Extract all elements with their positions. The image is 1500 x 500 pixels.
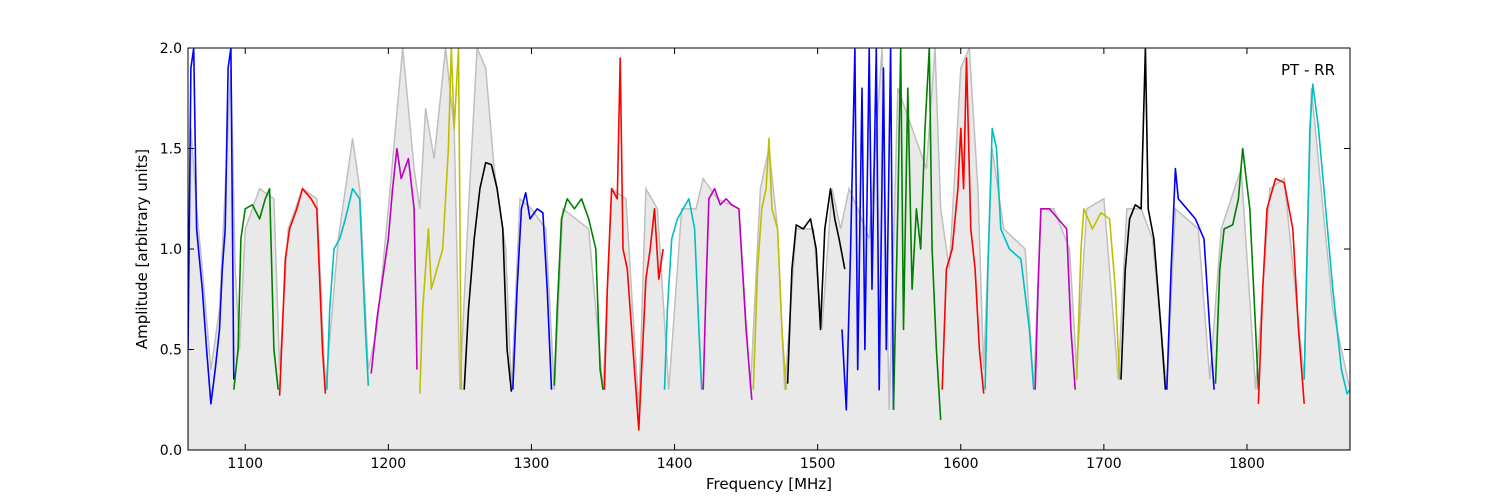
x-tick-label-1700: 1700 [1086, 456, 1122, 472]
x-tick-label-1400: 1400 [657, 456, 693, 472]
annotation-label: PT - RR [1281, 61, 1335, 79]
x-tick-label-1100: 1100 [227, 456, 263, 472]
series-line-17 [941, 57, 985, 394]
y-tick-label-0: 0.0 [160, 443, 182, 459]
series-line-22 [1166, 167, 1215, 390]
series-line-6 [419, 48, 463, 394]
plot-frame [187, 47, 1351, 451]
series-line-18 [984, 127, 1035, 390]
x-tick-label-1300: 1300 [514, 456, 550, 472]
series-line-3 [278, 187, 327, 396]
series-line-15 [841, 48, 895, 411]
x-tick-label-1800: 1800 [1229, 456, 1265, 472]
series-line-24 [1257, 177, 1305, 404]
x-tick-label-1600: 1600 [943, 456, 979, 472]
series-line-9 [553, 198, 604, 390]
series-line-25 [1303, 83, 1350, 395]
series-line-23 [1214, 147, 1260, 390]
series-line-13 [752, 137, 787, 390]
series-line-5 [370, 147, 418, 374]
series-line-19 [1034, 208, 1076, 390]
x-tick-label-1500: 1500 [800, 456, 836, 472]
x-axis-label: Frequency [MHz] [706, 475, 832, 493]
series-line-1 [188, 48, 235, 405]
ticks-layer: 1100 1200 1300 1400 1500 1600 1700 1800 0.0 0.5 1.… [160, 41, 1350, 472]
plot-area [188, 48, 1350, 450]
series-line-11 [663, 198, 703, 390]
y-tick-label-0.5: 0.5 [160, 343, 182, 359]
series-layer [188, 48, 1350, 431]
series-line-14 [786, 187, 846, 384]
series-line-12 [702, 187, 753, 400]
y-tick-label-1.5: 1.5 [160, 142, 182, 158]
series-line-10 [603, 57, 664, 431]
series-line-16 [892, 48, 942, 420]
series-line-8 [512, 191, 553, 390]
y-axis-label: Amplitude [arbitrary units] [133, 149, 151, 349]
series-line-20 [1075, 208, 1121, 380]
x-tick-label-1200: 1200 [371, 456, 407, 472]
series-line-4 [326, 187, 370, 390]
series-line-21 [1120, 48, 1167, 390]
y-tick-label-2: 2.0 [160, 41, 182, 57]
series-line-7 [463, 161, 513, 392]
y-tick-label-1: 1.0 [160, 242, 182, 258]
series-line-2 [233, 187, 279, 390]
